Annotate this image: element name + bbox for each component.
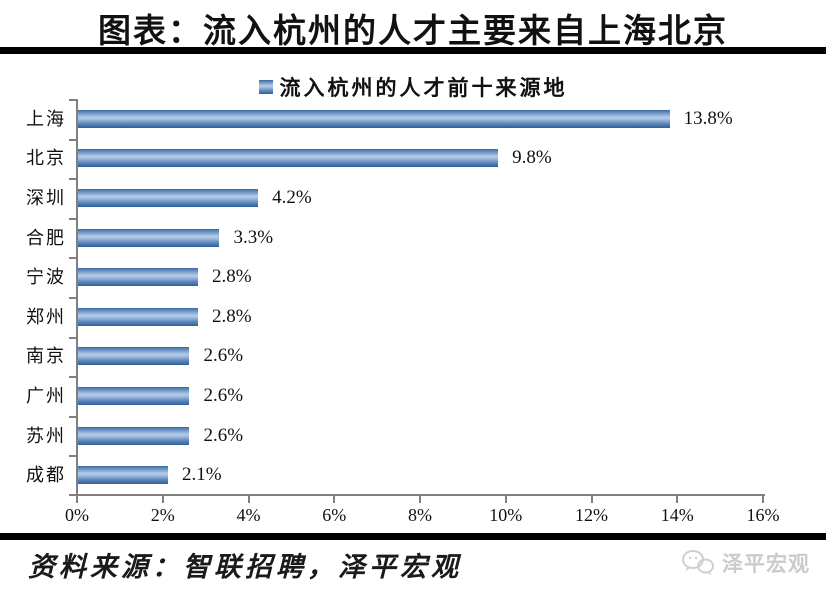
y-axis-tick — [69, 178, 77, 181]
category-label: 宁波 — [26, 267, 66, 288]
bar — [78, 189, 259, 207]
x-axis-tick — [676, 496, 679, 503]
x-axis-tick — [333, 496, 336, 503]
bar — [78, 228, 220, 247]
x-axis-tick — [504, 496, 507, 503]
legend-series-label: 流入杭州的人才前十来源地 — [279, 76, 568, 100]
bar — [78, 268, 199, 287]
x-axis-line — [76, 494, 765, 496]
source-note: 资料来源：智联招聘，泽平宏观 — [28, 552, 462, 582]
x-axis-tick — [419, 496, 421, 503]
category-label: 成都 — [26, 465, 66, 486]
x-axis-tick-label: 0% — [65, 505, 89, 525]
x-axis-tick-label: 14% — [660, 505, 694, 525]
value-label: 4.2% — [272, 187, 312, 208]
bar — [78, 307, 199, 326]
page-title: 图表：流入杭州的人才主要来自上海北京 — [98, 14, 728, 50]
category-label: 北京 — [26, 148, 66, 169]
y-axis-tick — [69, 257, 77, 260]
y-axis-tick — [69, 297, 77, 299]
category-label: 郑州 — [26, 306, 66, 327]
category-label: 广州 — [26, 386, 66, 406]
bar — [78, 387, 190, 405]
x-axis-tick — [161, 496, 164, 503]
x-axis-tick-label: 4% — [236, 505, 261, 525]
category-label: 合肥 — [26, 227, 66, 248]
x-axis-tick — [762, 496, 764, 503]
y-axis-tick — [69, 494, 77, 496]
wechat-logo-icon — [682, 550, 714, 575]
y-axis-tick — [69, 415, 77, 418]
bar — [78, 109, 670, 128]
y-axis-tick — [69, 336, 77, 339]
y-axis-tick — [69, 217, 77, 220]
brand-watermark: 泽平宏观 — [680, 548, 810, 578]
y-axis-tick — [69, 376, 77, 379]
y-axis-tick — [69, 455, 77, 458]
x-axis-tick-label: 16% — [746, 505, 780, 525]
x-axis-tick-label: 2% — [150, 505, 175, 525]
category-label: 上海 — [26, 108, 66, 129]
bar — [78, 149, 499, 168]
category-label: 深圳 — [26, 188, 66, 208]
value-label: 2.6% — [203, 345, 244, 367]
value-label: 2.6% — [203, 385, 244, 406]
value-label: 13.8% — [683, 107, 733, 129]
bar — [78, 426, 190, 445]
value-label: 2.8% — [212, 305, 252, 327]
y-axis-tick — [69, 138, 77, 141]
plot-area: 上海 13.8% 北京 9.8% 深圳 4.2% 合肥 3.3% 宁波 2.8% 郑州 2.8% 南京 2… — [0, 99, 826, 525]
x-axis-tick — [590, 496, 593, 503]
value-label: 2.8% — [212, 266, 252, 288]
x-axis-tick-label: 6% — [322, 505, 347, 525]
x-axis-tick — [247, 496, 250, 503]
y-axis-tick — [69, 99, 77, 101]
value-label: 3.3% — [233, 226, 274, 248]
x-axis-tick — [76, 496, 78, 503]
x-axis-tick-label: 10% — [489, 505, 523, 525]
bar — [78, 466, 169, 485]
bottom-divider-rule — [0, 533, 826, 540]
top-divider-rule — [0, 47, 826, 54]
bar — [78, 347, 190, 366]
category-label: 苏州 — [26, 425, 66, 446]
brand-logo-text: 泽平宏观 — [722, 552, 810, 576]
value-label: 2.6% — [203, 424, 244, 446]
x-axis-tick-label: 12% — [575, 505, 608, 525]
value-label: 2.1% — [182, 464, 222, 486]
value-label: 9.8% — [512, 147, 552, 169]
x-axis-tick-label: 8% — [408, 505, 432, 525]
y-axis-line — [76, 99, 78, 496]
legend-series-marker-icon — [258, 80, 273, 94]
category-label: 南京 — [26, 346, 66, 367]
chart-legend: 流入杭州的人才前十来源地 — [0, 72, 826, 102]
